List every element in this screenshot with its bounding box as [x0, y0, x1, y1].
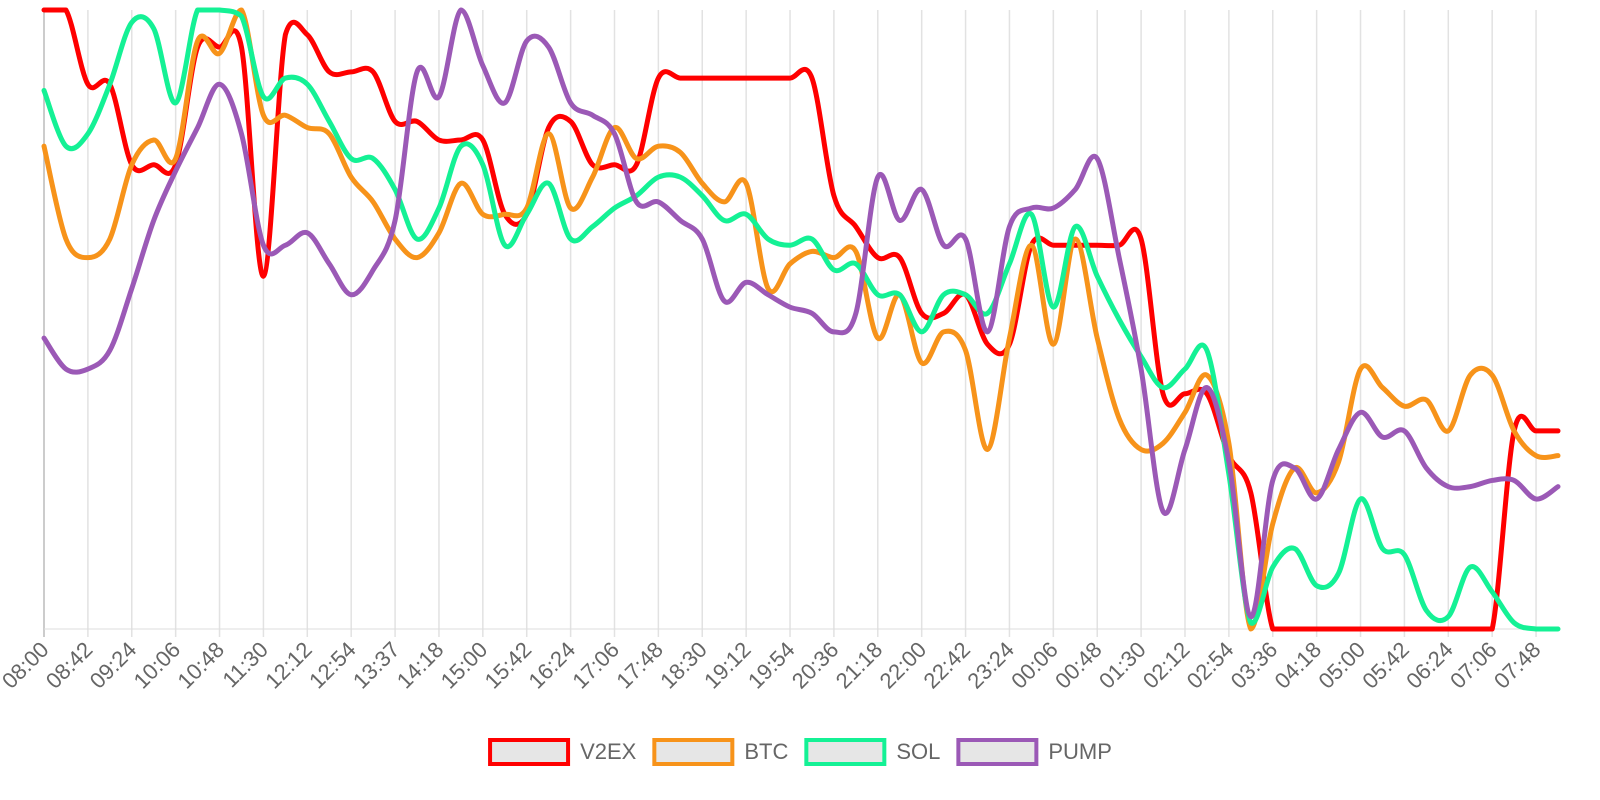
x-tick-label: 07:48 — [1489, 637, 1546, 694]
x-tick-label: 02:12 — [1138, 637, 1195, 694]
x-tick-label: 17:48 — [611, 637, 668, 694]
x-tick-label: 09:24 — [85, 637, 142, 694]
x-tick-label: 21:18 — [831, 637, 888, 694]
x-tick-label: 05:00 — [1313, 637, 1370, 694]
x-tick-label: 08:42 — [41, 637, 98, 694]
x-tick-label: 22:00 — [875, 637, 932, 694]
x-tick-label: 12:54 — [304, 637, 361, 694]
x-tick-label: 11:30 — [218, 637, 273, 692]
x-tick-label: 15:42 — [480, 637, 537, 694]
x-tick-label: 18:30 — [655, 637, 712, 694]
x-tick-label: 10:06 — [129, 637, 186, 694]
x-tick-label: 15:00 — [436, 637, 493, 694]
series-line — [41, 7, 1561, 620]
legend-swatch — [652, 738, 735, 766]
x-tick-label: 04:18 — [1270, 637, 1327, 694]
x-tick-label: 19:54 — [743, 637, 800, 694]
x-tick-label: 00:48 — [1050, 637, 1107, 694]
legend-label: V2EX — [580, 739, 637, 764]
legend-label: BTC — [744, 739, 788, 764]
series-line — [41, 7, 1561, 632]
x-tick-label: 12:12 — [260, 637, 317, 694]
legend-swatch — [804, 738, 887, 766]
x-tick-label: 22:42 — [918, 637, 975, 694]
x-tick-label: 01:30 — [1094, 637, 1151, 694]
x-tick-label: 07:06 — [1445, 637, 1502, 694]
x-tick-label: 23:24 — [962, 637, 1019, 694]
x-tick-label: 05:42 — [1357, 637, 1414, 694]
x-tick-label: 19:12 — [699, 637, 756, 694]
x-tick-label: 10:48 — [172, 637, 229, 694]
series-line — [41, 7, 1561, 632]
legend: V2EX BTC SOL PUMP — [488, 738, 1112, 766]
x-tick-label: 03:36 — [1226, 637, 1283, 694]
legend-swatch — [956, 738, 1039, 766]
series-line — [41, 7, 1561, 632]
legend-label: PUMP — [1048, 739, 1112, 764]
legend-swatch — [488, 738, 571, 766]
x-tick-label: 16:24 — [524, 637, 581, 694]
x-tick-label: 17:06 — [567, 637, 624, 694]
legend-label: SOL — [896, 739, 940, 764]
x-tick-label: 06:24 — [1401, 637, 1458, 694]
x-tick-label: 00:06 — [1006, 637, 1063, 694]
x-tick-label: 14:18 — [392, 637, 449, 694]
x-tick-label: 02:54 — [1182, 637, 1239, 694]
x-tick-label: 13:37 — [348, 637, 405, 694]
x-tick-label: 20:36 — [787, 637, 844, 694]
x-tick-label: 08:00 — [0, 637, 54, 694]
